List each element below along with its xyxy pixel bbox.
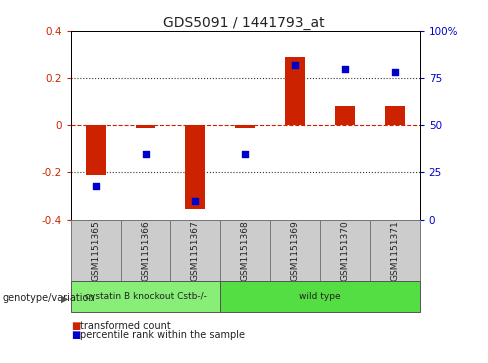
Text: percentile rank within the sample: percentile rank within the sample (80, 330, 244, 340)
Text: genotype/variation: genotype/variation (2, 293, 95, 303)
Text: ■: ■ (71, 321, 80, 331)
Text: ▶: ▶ (61, 293, 68, 303)
Bar (185, 125, 205, 209)
Bar (71, 220, 121, 281)
Text: GSM1151368: GSM1151368 (241, 220, 250, 281)
Text: GSM1151367: GSM1151367 (191, 220, 200, 281)
Text: GSM1151369: GSM1151369 (290, 220, 300, 281)
Bar (335, 106, 355, 125)
Bar (71, 281, 220, 312)
Text: transformed count: transformed count (80, 321, 170, 331)
Bar (220, 281, 420, 312)
Bar (170, 220, 220, 281)
Text: GDS5091 / 1441793_at: GDS5091 / 1441793_at (163, 16, 325, 30)
Text: GSM1151370: GSM1151370 (341, 220, 349, 281)
Point (191, 198, 199, 204)
Text: GSM1151366: GSM1151366 (141, 220, 150, 281)
Point (242, 151, 249, 156)
Bar (385, 106, 405, 125)
Bar (86, 125, 105, 175)
Text: GSM1151365: GSM1151365 (91, 220, 100, 281)
Bar (235, 125, 255, 127)
Point (142, 151, 149, 156)
Point (341, 66, 349, 72)
Bar (320, 220, 370, 281)
Bar (285, 57, 305, 125)
Bar (136, 125, 156, 127)
Text: ■: ■ (71, 330, 80, 340)
Bar (121, 220, 170, 281)
Point (291, 62, 299, 68)
Bar (220, 220, 270, 281)
Text: cystatin B knockout Cstb-/-: cystatin B knockout Cstb-/- (84, 292, 206, 301)
Text: wild type: wild type (299, 292, 341, 301)
Bar (370, 220, 420, 281)
Point (391, 69, 399, 75)
Bar (270, 220, 320, 281)
Point (92, 183, 100, 188)
Text: GSM1151371: GSM1151371 (390, 220, 399, 281)
